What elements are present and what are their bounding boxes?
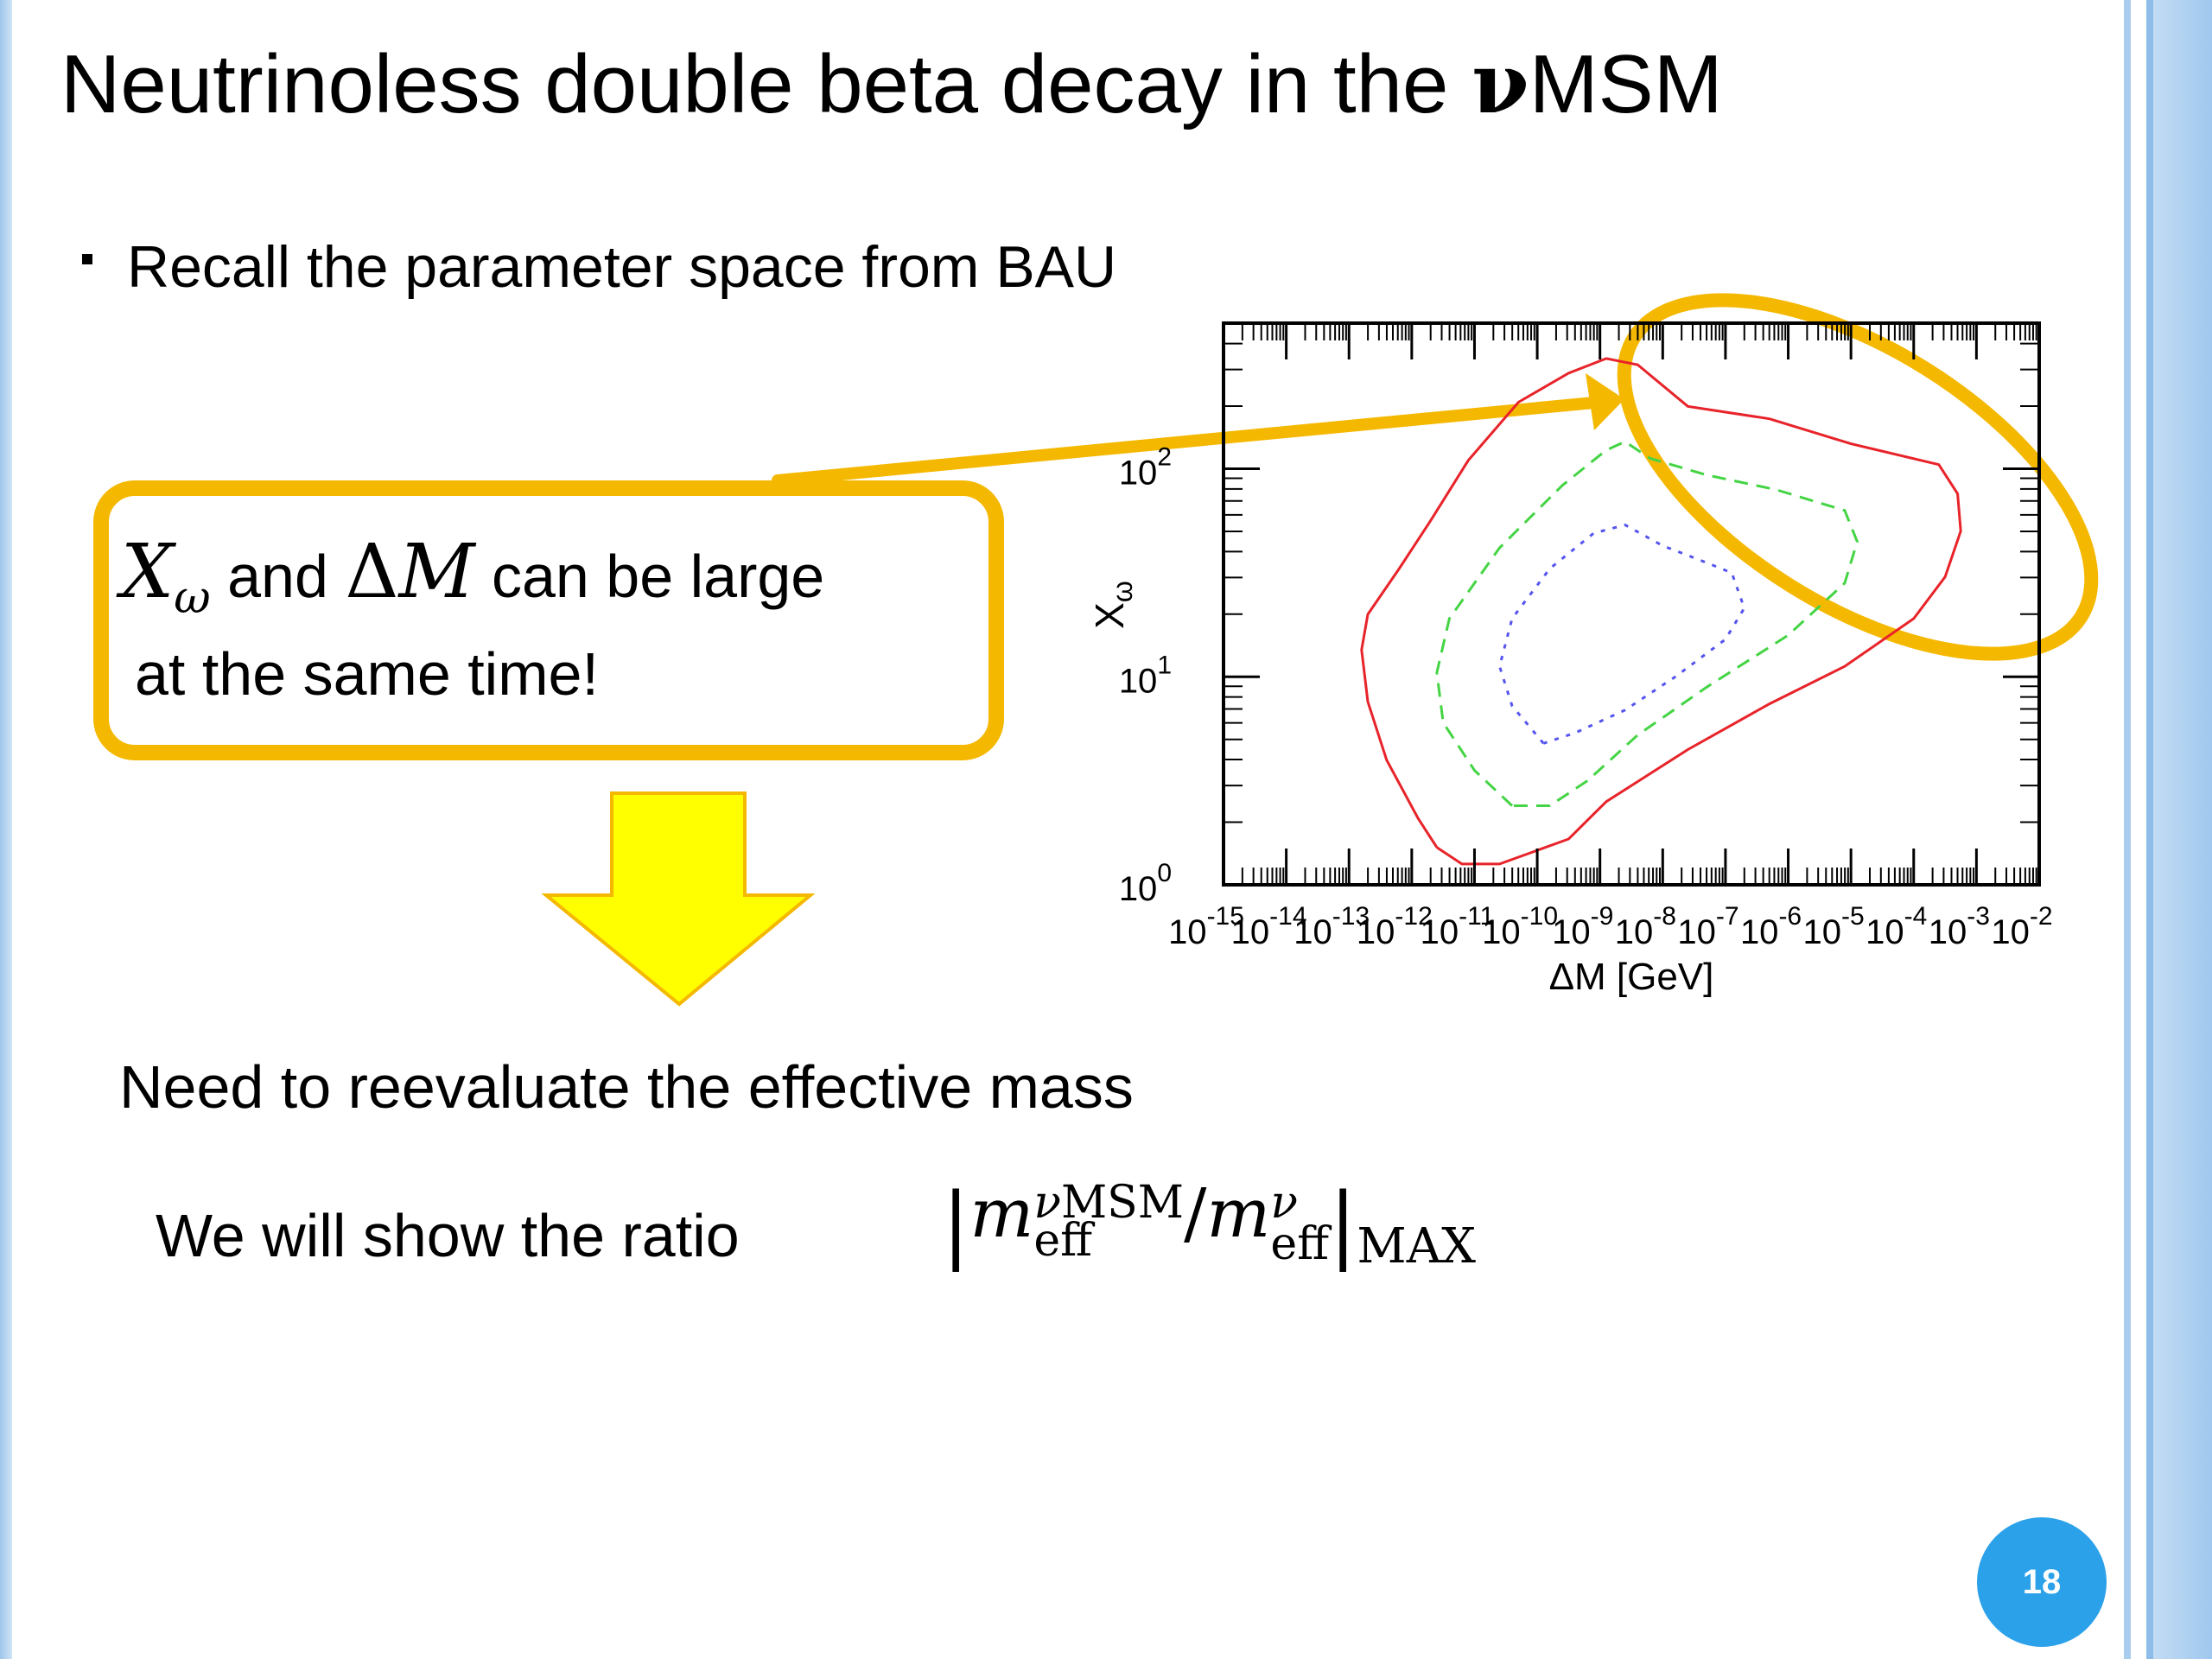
svg-text:Xω: Xω: [1087, 581, 1138, 629]
x-tick-label: 10-2: [1991, 902, 2052, 951]
tick-layer: [1222, 322, 2041, 887]
x-tick-label: 10-8: [1615, 902, 1676, 951]
y-axis-label: Xω: [1087, 581, 1138, 629]
x-tick-label: 10-3: [1929, 902, 1990, 951]
conclusion-text: Need to reevaluate the effective mass: [119, 1053, 1134, 1121]
highlight-ellipse: [1617, 293, 2099, 661]
x-axis-label: ΔM [GeV]: [1549, 956, 1714, 998]
x-omega-symbol: Xω: [121, 529, 211, 625]
bullet-marker: [82, 254, 92, 265]
right-border: [2119, 0, 2212, 1659]
x-tick-label: 10-13: [1294, 902, 1370, 951]
ratio-label: We will show the ratio: [156, 1202, 740, 1269]
pointer-arrow-head: [1586, 373, 1624, 430]
x-tick-label: 10-12: [1357, 902, 1433, 951]
x-tick-label: 10-14: [1231, 902, 1307, 951]
y-tick-label: 100: [1119, 859, 1172, 908]
x-tick-label: 10-11: [1421, 902, 1495, 951]
ratio-formula: |m νMSM eff/m ν eff |MAX: [942, 1175, 1477, 1274]
contour-series-3: [1497, 523, 1746, 745]
y-tick-label: 101: [1119, 651, 1172, 700]
y-tick-label: 102: [1119, 443, 1172, 493]
x-tick-label: 10-15: [1168, 902, 1244, 951]
contour-series-2: [1435, 440, 1859, 807]
left-border: [0, 0, 12, 1659]
series-layer: [1360, 357, 1962, 866]
contour-series-1: [1360, 357, 1962, 866]
bullet-item: Recall the parameter space from BAU: [82, 233, 1116, 301]
down-arrow-icon: [541, 791, 816, 1007]
plot-area: [1222, 321, 2041, 887]
x-tick-label: 10-6: [1740, 902, 1802, 951]
pointer-arrow-line: [772, 396, 1609, 486]
slide-number-badge: 18: [1977, 1517, 2107, 1647]
callout-line-1: Xω and ΔM can be large: [121, 529, 825, 625]
title-nu-symbol: ν: [1471, 35, 1529, 132]
x-tick-label: 10-5: [1803, 902, 1865, 951]
bullet-text: Recall the parameter space from BAU: [127, 234, 1117, 300]
delta-m-symbol: ΔM: [345, 529, 475, 615]
slide-title: Neutrinoless double beta decay in the νM…: [60, 35, 1723, 132]
callout-line-2: at the same time!: [135, 640, 599, 708]
callout-box: [93, 480, 1004, 760]
x-tick-label: 10-7: [1677, 902, 1738, 951]
x-tick-label: 10-9: [1552, 902, 1613, 951]
x-tick-label: 10-10: [1482, 902, 1558, 951]
x-tick-label: 10-4: [1866, 902, 1927, 951]
